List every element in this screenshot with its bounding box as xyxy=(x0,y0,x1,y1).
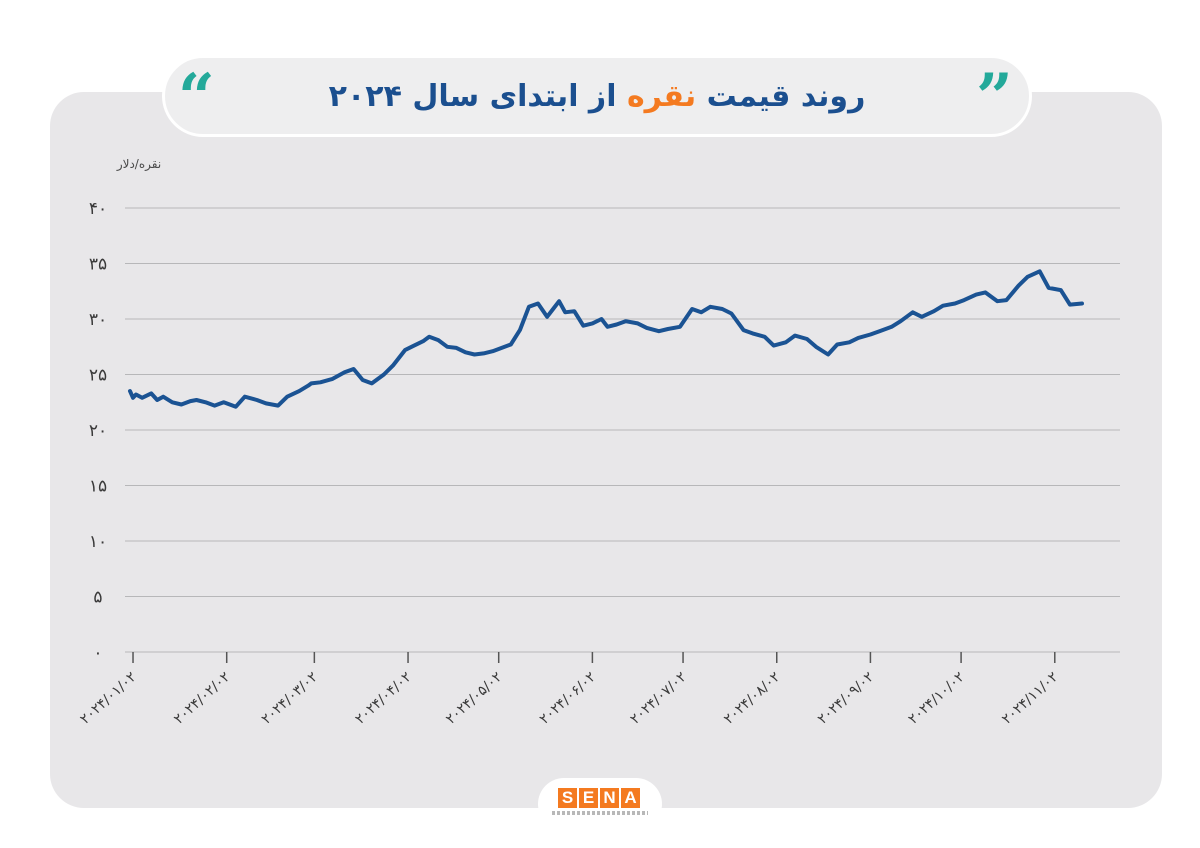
x-tick-label: ۲۰۲۴/۰۲/۰۲ xyxy=(171,669,233,727)
x-tick-label: ۲۰۲۴/۰۹/۰۲ xyxy=(815,669,877,727)
x-tick-label: ۲۰۲۴/۰۴/۰۲ xyxy=(352,669,414,727)
series-layer xyxy=(128,269,1084,409)
x-tick-label: ۲۰۲۴/۰۱/۰۲ xyxy=(77,669,139,727)
sena-logo-tagline xyxy=(552,811,648,815)
title-part2: از ابتدای سال ۲۰۲۴ xyxy=(328,78,617,114)
series-line xyxy=(128,269,1084,409)
y-tick-labels: ۰ ۵ ۱۰ ۱۵ ۲۰ ۲۵ ۳۰ ۳۵ ۴۰ xyxy=(89,199,107,663)
y-tick-label: ۰ xyxy=(93,643,102,663)
y-tick-label: ۲۵ xyxy=(89,366,107,386)
chart-title: روند قیمت نقره از ابتدای سال ۲۰۲۴ xyxy=(329,79,866,114)
x-tick-label: ۲۰۲۴/۰۷/۰۲ xyxy=(627,669,689,727)
x-tick-label: ۲۰۲۴/۰۳/۰۲ xyxy=(259,669,321,727)
y-tick-label: ۳۵ xyxy=(89,255,107,275)
x-tick-label: ۲۰۲۴/۰۶/۰۲ xyxy=(537,669,599,727)
title-banner: روند قیمت نقره از ابتدای سال ۲۰۲۴ xyxy=(162,55,1032,137)
y-tick-label: ۲۰ xyxy=(89,421,107,441)
y-tick-label: ۵ xyxy=(93,588,102,608)
grid-lines xyxy=(125,207,1120,653)
x-ticks: ۲۰۲۴/۰۱/۰۲ ۲۰۲۴/۰۲/۰۲ ۲۰۲۴/۰۳/۰۲ ۲۰۲۴/۰۴/۰۲… xyxy=(77,652,1061,728)
quote-open-icon: “ xyxy=(178,60,215,135)
quote-close-icon: ” xyxy=(976,60,1013,135)
y-tick-label: ۳۰ xyxy=(89,310,107,330)
y-axis-label: نقره/دلار xyxy=(116,157,161,172)
x-tick-label: ۲۰۲۴/۰۵/۰۲ xyxy=(443,669,505,727)
title-part1: روند قیمت xyxy=(706,78,866,114)
x-tick-label: ۲۰۲۴/۰۸/۰۲ xyxy=(721,669,783,727)
y-tick-label: ۱۰ xyxy=(89,532,107,552)
y-tick-label: ۱۵ xyxy=(89,477,107,497)
chart-card xyxy=(50,92,1162,808)
y-tick-label: ۴۰ xyxy=(89,199,107,219)
x-tick-label: ۲۰۲۴/۱۰/۰۲ xyxy=(905,669,967,727)
x-tick-label: ۲۰۲۴/۱۱/۰۲ xyxy=(999,669,1061,727)
title-accent: نقره xyxy=(626,78,697,114)
